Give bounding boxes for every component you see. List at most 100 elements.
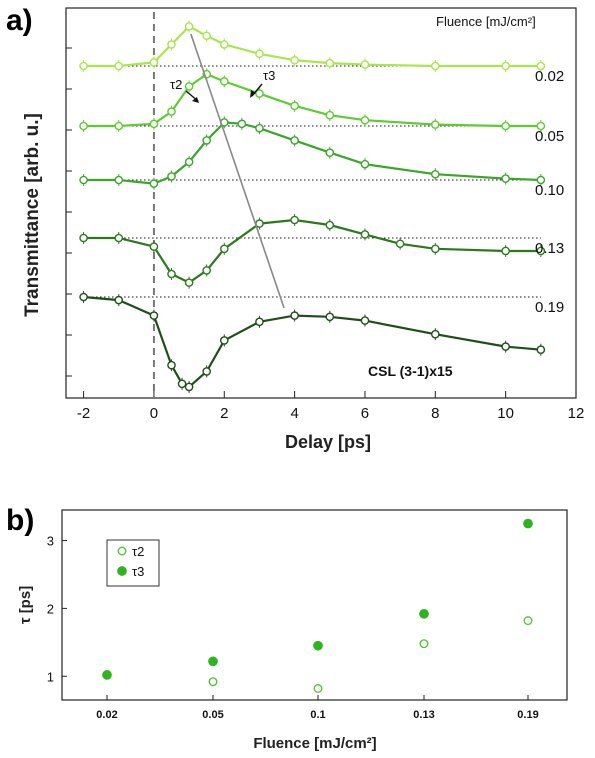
data-point <box>219 336 229 345</box>
data-point <box>149 311 159 320</box>
data-point <box>431 120 440 129</box>
data-point <box>501 246 510 256</box>
data-point <box>167 40 176 49</box>
legend-marker-τ3 <box>117 566 127 576</box>
tau2-annotation: τ2 <box>170 77 182 92</box>
x-tick-label: 0.13 <box>413 709 434 721</box>
tau3-annotation: τ3 <box>263 68 275 83</box>
data-point <box>202 266 211 275</box>
data-point <box>184 82 194 91</box>
data-point <box>237 119 247 129</box>
data-point <box>360 115 370 125</box>
tau3-arrowhead <box>250 90 256 98</box>
data-point <box>255 317 264 327</box>
data-point <box>149 242 159 251</box>
data-point <box>114 295 124 305</box>
panel-b-label: b) <box>6 504 34 537</box>
data-point <box>167 269 176 279</box>
x-tick-label: 8 <box>431 405 439 422</box>
panel-b-plot: 0.02 0.05 0.1 0.13 0.19 1 2 3 τ2 τ3 <box>47 518 539 721</box>
data-point <box>501 174 510 183</box>
panel-b-legend-box <box>106 539 160 587</box>
series-label-0.13: 0.13 <box>535 240 564 257</box>
data-point <box>325 58 335 68</box>
data-point <box>184 22 194 31</box>
legend-title-fluence: Fluence [mJ/cm²] <box>436 14 536 29</box>
data-point <box>536 175 546 185</box>
data-point-τ3 <box>102 670 112 680</box>
x-tick-label: 0.05 <box>202 709 223 721</box>
peak-guide-line <box>190 33 285 309</box>
panel-b-frame <box>61 509 568 701</box>
data-point <box>431 329 440 339</box>
x-tick-label: 4 <box>290 405 298 422</box>
data-point-τ3 <box>523 518 533 529</box>
data-point <box>290 311 299 320</box>
panel-a-plot: -2 0 2 4 6 8 10 12 0.02 0.05 0.10 0.13 0.19 τ2 τ3 <box>66 12 584 422</box>
data-point-τ2 <box>313 684 323 693</box>
data-point <box>431 61 440 71</box>
data-point-τ2 <box>419 639 429 649</box>
data-point <box>325 312 335 322</box>
data-point-τ2 <box>523 616 533 626</box>
data-point-τ3 <box>313 640 323 651</box>
data-point <box>360 316 370 325</box>
x-tick-label: 12 <box>568 405 585 422</box>
tau2-arrowhead <box>192 97 199 103</box>
x-tick-label: 6 <box>361 405 369 422</box>
x-tick-label: 0 <box>150 405 158 422</box>
x-tick-label: 0.19 <box>517 709 538 721</box>
data-point <box>149 179 159 188</box>
x-tick-label: 0.02 <box>96 709 117 721</box>
y-tick-label: 3 <box>47 534 54 549</box>
data-point <box>79 121 88 131</box>
data-point <box>325 148 335 157</box>
series-line-0.19 <box>83 295 541 389</box>
series-label-0.02: 0.02 <box>535 68 564 85</box>
data-point <box>167 360 176 370</box>
data-point <box>219 77 229 86</box>
data-point <box>177 379 187 389</box>
data-point <box>219 244 229 254</box>
data-point <box>79 61 88 71</box>
data-point <box>184 382 194 392</box>
data-point <box>149 58 159 67</box>
data-point <box>431 244 440 254</box>
legend-marker-τ2 <box>117 546 127 556</box>
series-label-0.05: 0.05 <box>535 128 564 145</box>
data-point <box>501 61 510 71</box>
data-point <box>79 175 88 185</box>
data-point-τ3 <box>208 656 218 667</box>
data-point <box>290 101 299 111</box>
series-line-0.13 <box>83 218 541 284</box>
data-point <box>149 119 159 129</box>
data-point <box>290 55 299 65</box>
data-point <box>290 215 299 225</box>
x-tick-label: 10 <box>497 405 514 422</box>
data-point <box>114 175 124 185</box>
data-point <box>536 246 546 256</box>
series-line-0.10 <box>83 121 541 185</box>
series-line-0.05 <box>83 72 541 128</box>
panel-b-x-axis-title: Fluence [mJ/cm²] <box>253 735 376 752</box>
data-point <box>325 220 335 230</box>
data-point <box>255 49 264 59</box>
data-point <box>255 89 264 98</box>
data-point <box>325 110 335 120</box>
legend-label-τ3: τ3 <box>132 564 144 579</box>
data-point-τ3 <box>419 608 429 619</box>
data-point <box>202 31 211 41</box>
x-tick-label: -2 <box>77 405 90 422</box>
data-point <box>290 136 299 145</box>
data-point <box>114 233 124 243</box>
data-point <box>202 136 211 145</box>
series-label-0.19: 0.19 <box>535 299 564 316</box>
data-point <box>167 172 176 181</box>
y-tick-label: 1 <box>47 669 54 684</box>
data-point <box>167 107 176 116</box>
data-point <box>360 230 370 239</box>
data-point <box>395 239 405 249</box>
data-point <box>79 233 88 243</box>
data-point <box>501 121 510 131</box>
